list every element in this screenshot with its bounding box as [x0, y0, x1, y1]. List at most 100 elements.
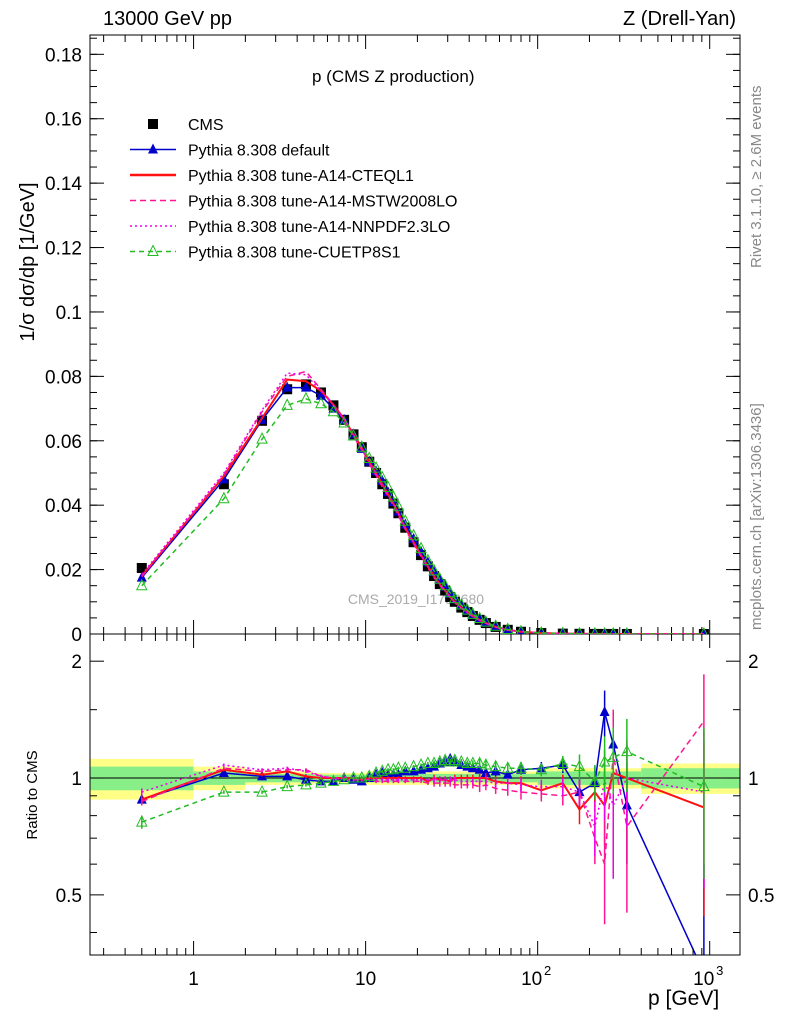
- ratio-point-cuetp8s1: [444, 754, 456, 767]
- series-point-cuetp8s1: [399, 514, 412, 526]
- ratio-point-cuetp8s1: [455, 754, 468, 767]
- series-point-cuetp8s1: [700, 626, 708, 634]
- ratio-y-tick-label-right: 2: [748, 652, 759, 673]
- ratio-point-cuetp8s1: [598, 754, 611, 767]
- ratio-point-cuetp8s1: [315, 776, 327, 788]
- series-point-cuetp8s1: [575, 626, 584, 634]
- ratio-point-cuetp8s1: [218, 784, 230, 797]
- ratio-point-cuetp8s1: [621, 744, 633, 757]
- header-right: Z (Drell-Yan): [623, 8, 736, 30]
- series-point-cuetp8s1: [455, 597, 468, 610]
- series-point-cuetp8s1: [461, 603, 474, 615]
- series-point-default: [315, 389, 326, 400]
- ratio-point-cuetp8s1: [355, 770, 368, 783]
- series-point-default: [601, 627, 608, 634]
- ratio-bands: [90, 674, 740, 955]
- ratio-point-cuetp8s1: [387, 762, 400, 775]
- y-tick-label: 0.08: [45, 367, 82, 388]
- series-point-cuetp8s1: [428, 563, 440, 576]
- ratio-point-cuetp8s1: [535, 762, 548, 775]
- series-point-cuetp8s1: [327, 404, 340, 417]
- series-point-default: [371, 465, 382, 476]
- y-tick-label: 0.1: [56, 303, 82, 324]
- series-point-default: [300, 381, 311, 392]
- series-point-cuetp8s1: [315, 396, 327, 409]
- data-point: [218, 479, 229, 490]
- legend-label: Pythia 8.308 tune-A14-CTEQL1: [188, 168, 414, 185]
- ratio-point-default: [474, 763, 485, 774]
- series-point-default: [610, 627, 617, 634]
- ratio-point-cuetp8s1: [415, 757, 427, 770]
- x-axis-label: p [GeV]: [648, 987, 719, 1010]
- series-point-default: [576, 627, 583, 634]
- ratio-point-cuetp8s1: [473, 756, 486, 769]
- ratio-point-cuetp8s1: [399, 761, 412, 773]
- series-point-cuetp8s1: [281, 398, 293, 410]
- x-tick-label: 10: [693, 969, 714, 990]
- ratio-point-cuetp8s1: [573, 759, 586, 772]
- ratio-point-cuetp8s1: [607, 750, 620, 762]
- legend-marker-default: [148, 143, 158, 154]
- legend-label: Pythia 8.308 default: [188, 143, 330, 160]
- ratio-point-cuetp8s1: [422, 756, 434, 769]
- y-tick-label: 0.18: [45, 45, 82, 66]
- ratio-point-cuetp8s1: [347, 770, 360, 783]
- series-point-cuetp8s1: [370, 461, 382, 473]
- series-point-cuetp8s1: [376, 470, 389, 483]
- series-point-cuetp8s1: [591, 626, 599, 634]
- series-point-cuetp8s1: [387, 490, 400, 502]
- ratio-y-axis-label: Ratio to CMS: [24, 750, 41, 839]
- ratio-y-tick-label: 1: [71, 769, 82, 790]
- ratio-point-default: [400, 765, 411, 776]
- y-tick-label: 0: [71, 625, 82, 646]
- series-point-cuetp8s1: [135, 578, 148, 591]
- chart-title: p (CMS Z production): [312, 67, 475, 86]
- ratio-point-default: [480, 767, 491, 778]
- series-point-cuetp8s1: [422, 553, 434, 566]
- y-tick-label: 0.02: [45, 561, 82, 582]
- series-point-cuetp8s1: [623, 626, 631, 634]
- series-point-cuetp8s1: [415, 541, 427, 554]
- series-point-cuetp8s1: [449, 591, 461, 604]
- series-line-nnpdf: [141, 372, 704, 634]
- y-tick-label: 0.04: [45, 496, 82, 517]
- series-point-cuetp8s1: [601, 626, 609, 634]
- series-point-cuetp8s1: [559, 626, 567, 634]
- legend-label: CMS: [188, 117, 224, 134]
- x-tick-label: 10: [355, 969, 376, 990]
- series-point-cuetp8s1: [300, 391, 312, 404]
- ratio-point-cuetp8s1: [467, 756, 479, 769]
- y-tick-label: 0.14: [45, 174, 82, 195]
- series-point-cuetp8s1: [467, 607, 479, 619]
- series-point-default: [623, 627, 630, 634]
- x-tick-label-exp: 3: [716, 963, 723, 978]
- ratio-y-tick-label-right: 0.5: [748, 886, 774, 907]
- y-tick-label: 0.16: [45, 110, 82, 131]
- series-point-cuetp8s1: [501, 622, 514, 634]
- series-point-cuetp8s1: [434, 572, 446, 584]
- series-point-default: [591, 627, 598, 634]
- ratio-point-cuetp8s1: [300, 777, 312, 790]
- ratio-point-cuetp8s1: [489, 759, 502, 772]
- ratio-point-cuetp8s1: [480, 757, 492, 770]
- ratio-point-cuetp8s1: [135, 814, 148, 827]
- y-axis-label: 1/σ dσ/dp [1/GeV]: [17, 182, 39, 341]
- legend-label: Pythia 8.308 tune-A14-MSTW2008LO: [188, 194, 457, 211]
- ratio-point-cuetp8s1: [407, 759, 420, 772]
- y-tick-label: 0.12: [45, 239, 82, 260]
- legend-label: Pythia 8.308 tune-CUETP8S1: [188, 245, 401, 262]
- series-point-default: [218, 473, 229, 484]
- series-point-default: [700, 627, 707, 634]
- legend-marker-cuetp8s1: [147, 244, 159, 256]
- series-point-cuetp8s1: [473, 611, 486, 624]
- series-point-default: [282, 381, 293, 392]
- ratio-point-cuetp8s1: [338, 772, 350, 785]
- ratio-point-cuetp8s1: [556, 756, 569, 769]
- ratio-y-tick-label-right: 1: [748, 769, 759, 790]
- series-point-cuetp8s1: [537, 625, 546, 634]
- series-point-cuetp8s1: [407, 528, 420, 541]
- series-point-cuetp8s1: [338, 415, 350, 428]
- ratio-y-tick-label: 0.5: [56, 886, 82, 907]
- ratio-point-cuetp8s1: [281, 779, 293, 792]
- ratio-point-cuetp8s1: [449, 753, 461, 765]
